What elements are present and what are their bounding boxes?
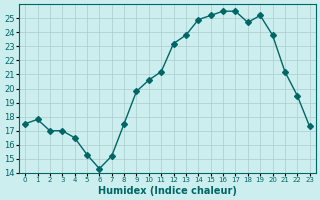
X-axis label: Humidex (Indice chaleur): Humidex (Indice chaleur) — [98, 186, 237, 196]
